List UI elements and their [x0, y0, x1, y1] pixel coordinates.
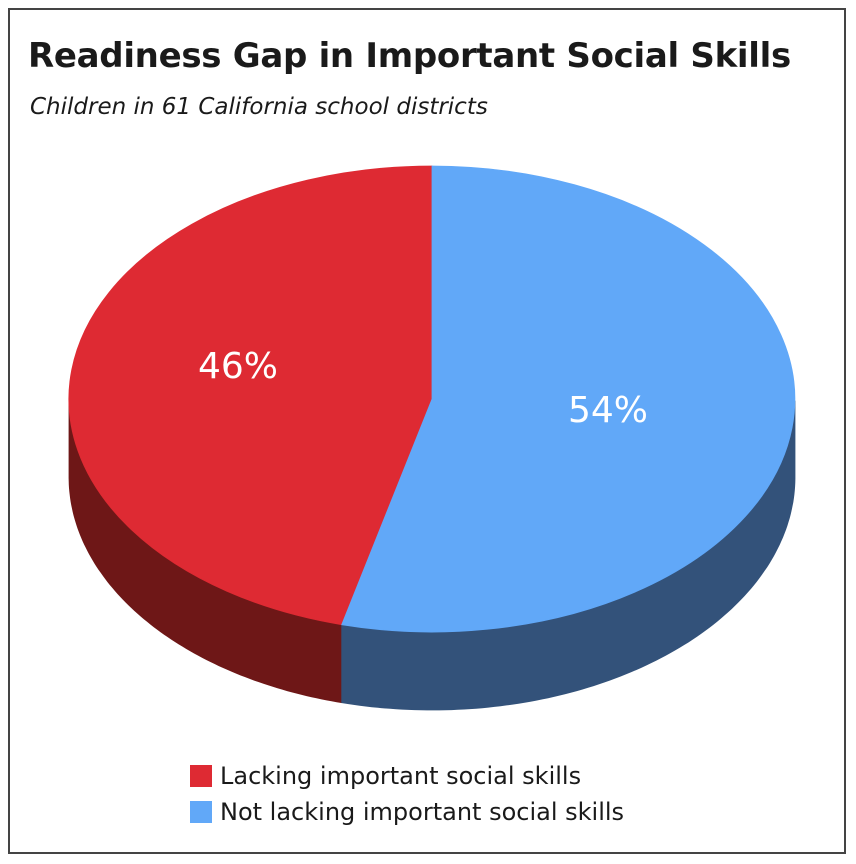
pie-slice-not-lacking: [341, 165, 796, 633]
pie-label-lacking: 46%: [198, 346, 278, 387]
chart-subtitle: Children in 61 California school distric…: [30, 94, 488, 120]
legend-swatch-lacking: [190, 765, 212, 787]
chart-title: Readiness Gap in Important Social Skills: [28, 36, 791, 76]
legend-label-lacking: Lacking important social skills: [220, 762, 582, 790]
legend: Lacking important social skills Not lack…: [190, 758, 624, 830]
legend-label-not-lacking: Not lacking important social skills: [220, 798, 625, 826]
legend-item-lacking: Lacking important social skills: [190, 758, 624, 794]
pie-slice-lacking: [68, 165, 433, 626]
pie-label-not-lacking: 54%: [568, 390, 648, 431]
legend-item-not-lacking: Not lacking important social skills: [190, 794, 624, 830]
legend-swatch-not-lacking: [190, 801, 212, 823]
